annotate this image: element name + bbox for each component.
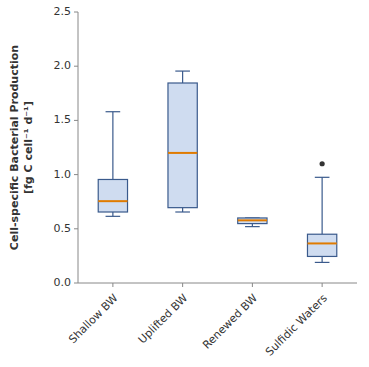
whisker-low	[112, 212, 113, 216]
whisker-low	[322, 256, 323, 262]
cap-low	[245, 226, 260, 227]
box	[238, 218, 267, 224]
cap-low	[315, 262, 330, 263]
x-axis-line	[78, 283, 357, 284]
whisker-high	[112, 112, 113, 180]
y-tick-label: 2.5	[54, 5, 72, 18]
box-group	[98, 112, 127, 217]
x-tick	[322, 283, 323, 287]
x-tick-label: Renewed BW	[200, 292, 260, 352]
y-tick	[74, 120, 78, 121]
y-tick	[74, 66, 78, 67]
y-tick	[74, 283, 78, 284]
x-tick	[112, 283, 113, 287]
x-tick-label: Uplifted BW	[136, 292, 191, 347]
whisker-high	[182, 71, 183, 83]
chart-container: 0.0 0.5 1.0 1.5 2.0 2.5 Shallow BW Uplifted BWR…	[0, 0, 369, 367]
median	[98, 200, 127, 202]
y-tick	[74, 228, 78, 229]
y-tick-label: 2.0	[54, 59, 72, 72]
box	[168, 83, 197, 208]
median	[238, 219, 267, 221]
cap-low	[175, 211, 190, 212]
box-group	[238, 218, 267, 227]
x-tick	[252, 283, 253, 287]
y-tick	[74, 12, 78, 13]
x-axis: Shallow BW Uplifted BWRenewed BWSulfidic …	[66, 283, 330, 359]
y-axis-label: Cell-specific Bacterial Production[fg C …	[8, 45, 35, 250]
cap-high	[315, 177, 330, 178]
box-group	[307, 161, 336, 262]
y-tick-label: 0.5	[54, 222, 72, 235]
y-axis-line	[78, 12, 79, 283]
cap-high	[175, 70, 190, 71]
cap-high	[106, 111, 121, 112]
box	[98, 179, 127, 212]
boxes	[98, 71, 337, 262]
median	[307, 242, 336, 244]
y-axis-label-line: Cell-specific Bacterial Production	[8, 45, 21, 250]
y-axis-label-line: [fg C cell⁻¹ d⁻¹]	[22, 101, 35, 194]
box	[307, 234, 336, 256]
y-tick-label: 1.5	[54, 113, 72, 126]
median	[168, 152, 197, 154]
flier	[320, 161, 325, 166]
x-tick-label: Sulfidic Waters	[263, 291, 330, 358]
x-tick	[182, 283, 183, 287]
chart-svg: 0.0 0.5 1.0 1.5 2.0 2.5 Shallow BW Uplifted BWR…	[0, 0, 369, 367]
whisker-high	[322, 177, 323, 234]
x-tick-label: Shallow BW	[66, 291, 121, 346]
y-tick	[74, 174, 78, 175]
whisker-low	[182, 208, 183, 212]
y-tick-label: 0.0	[54, 276, 72, 289]
box-group	[168, 71, 197, 212]
cap-low	[106, 216, 121, 217]
y-tick-label: 1.0	[54, 168, 72, 181]
y-axis: 0.0 0.5 1.0 1.5 2.0 2.5	[54, 5, 79, 289]
